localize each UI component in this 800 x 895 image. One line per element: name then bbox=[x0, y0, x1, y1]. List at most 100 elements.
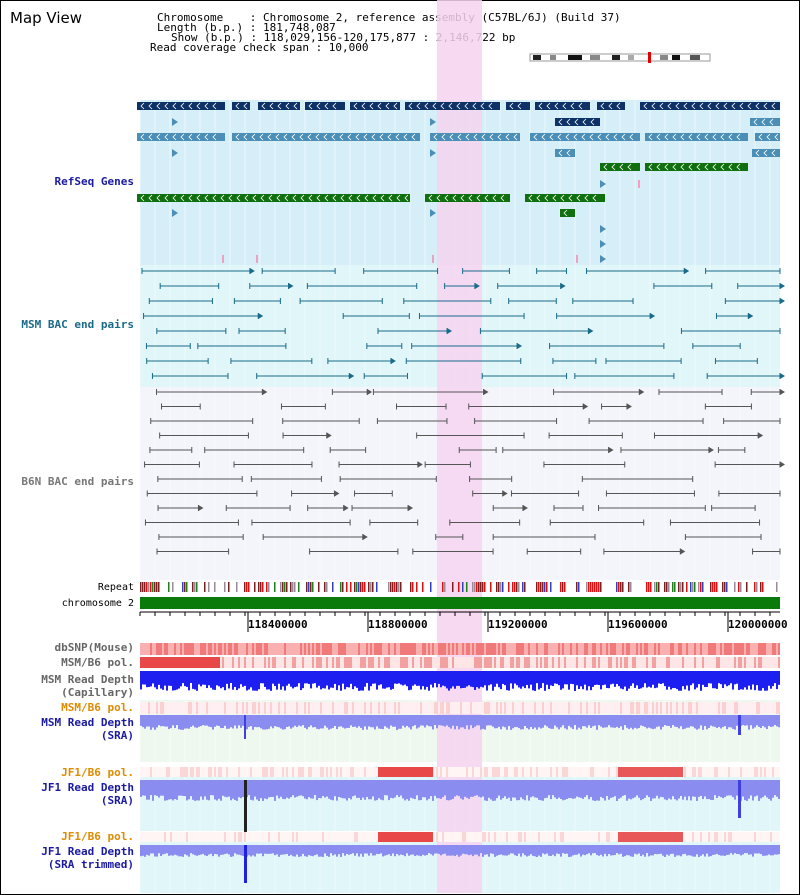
msm-cap-depth-bar bbox=[636, 671, 638, 686]
jf1-sra-depth-bar bbox=[146, 780, 148, 800]
msm-pol-cell bbox=[710, 657, 712, 668]
msm-cap-depth-bar bbox=[580, 671, 582, 687]
jf1-sra-depth-bar bbox=[298, 780, 300, 796]
jf1-trim-depth-bar bbox=[352, 845, 354, 854]
jf1-sra-depth-bar bbox=[416, 780, 418, 796]
jf1-trim-depth-bar bbox=[160, 845, 162, 857]
msm-pol2-cell bbox=[222, 702, 224, 714]
msm-sra-depth-bar bbox=[556, 715, 558, 728]
msm-sra-depth-bar bbox=[760, 715, 762, 729]
jf1-pol-cell bbox=[456, 767, 458, 777]
jf1-sra-depth-bar bbox=[290, 780, 292, 798]
dbsnp-cell bbox=[290, 643, 292, 655]
gene-arrow bbox=[156, 194, 161, 202]
msm-pol-cell bbox=[268, 657, 270, 668]
dbsnp-cell bbox=[480, 643, 482, 655]
jf1-pol2-cell bbox=[292, 832, 294, 842]
jf1-pol2-cell bbox=[692, 832, 694, 842]
jf1-pol-cell bbox=[504, 767, 506, 777]
msm-cap-depth-bar bbox=[764, 671, 766, 691]
dbsnp-cell bbox=[216, 643, 218, 655]
dbsnp-cell bbox=[456, 643, 458, 655]
dbsnp-cell bbox=[530, 643, 532, 655]
msm-pol-cell bbox=[354, 657, 356, 668]
jf1-pol2-cell bbox=[468, 832, 470, 842]
repeat-mark bbox=[158, 582, 160, 592]
msm-cap-depth-bar bbox=[522, 671, 524, 687]
msm-pol2-cell bbox=[424, 702, 426, 714]
msm-pol-cell bbox=[500, 657, 502, 668]
msm-cap-depth-bar bbox=[198, 671, 200, 685]
jf1-sra-depth-bar bbox=[530, 780, 532, 798]
msm-pol-cell bbox=[472, 657, 474, 668]
msm-sra-depth-bar bbox=[228, 715, 230, 729]
msm-pol2-cell bbox=[460, 702, 462, 714]
jf1-trim-depth-bar bbox=[188, 845, 190, 857]
msm-pol2-cell bbox=[352, 702, 354, 714]
repeat-mark bbox=[244, 582, 246, 592]
jf1-trim-depth-bar bbox=[740, 845, 742, 856]
msm-sra-depth-bar bbox=[680, 715, 682, 727]
dbsnp-cell bbox=[682, 643, 684, 655]
jf1-trim-depth-bar bbox=[472, 845, 474, 857]
repeat-mark bbox=[518, 582, 520, 592]
dbsnp-cell bbox=[478, 643, 480, 655]
jf1-pol-cell bbox=[722, 767, 724, 777]
jf1-pol2-cell bbox=[592, 832, 594, 842]
msm-sra-depth-bar bbox=[534, 715, 536, 728]
ideogram-band bbox=[672, 55, 680, 60]
jf1-pol2-cell bbox=[434, 832, 436, 842]
msm-cap-depth-bar bbox=[256, 671, 258, 691]
dbsnp-cell bbox=[368, 643, 370, 655]
msm-sra-depth-bar bbox=[564, 715, 566, 729]
gene-arrow bbox=[481, 133, 486, 141]
jf1-pol2-cell bbox=[144, 832, 146, 842]
gene-arrow bbox=[164, 133, 169, 141]
msm-sra-depth-bar bbox=[638, 715, 640, 729]
jf1-sra-depth-bar bbox=[220, 780, 222, 801]
repeat-mark bbox=[578, 582, 580, 592]
jf1-trim-depth-bar bbox=[688, 845, 690, 856]
msm-pol2-cell bbox=[190, 702, 192, 714]
msm-cap-depth-bar bbox=[166, 671, 168, 691]
msm-pol-cell bbox=[724, 657, 726, 668]
jf1-trim-depth-bar bbox=[712, 845, 714, 855]
jf1-pol2-cell bbox=[358, 832, 360, 842]
jf1-pol-cell bbox=[686, 767, 688, 777]
jf1-pol-cell bbox=[178, 767, 180, 777]
jf1-sra-depth-bar bbox=[430, 780, 432, 797]
gene-arrow bbox=[356, 194, 361, 202]
jf1-trim-depth-bar bbox=[624, 845, 626, 857]
jf1-sra-depth-bar bbox=[288, 780, 290, 799]
msm-sra-depth-bar bbox=[594, 715, 596, 726]
msm-pol-cell bbox=[750, 657, 752, 668]
jf1-trim-depth-bar bbox=[644, 845, 646, 857]
jf1-trim-depth-bar bbox=[140, 845, 142, 857]
jf1-sra-depth-bar bbox=[580, 780, 582, 798]
dbsnp-cell bbox=[248, 643, 250, 655]
msm-pol-cell bbox=[240, 657, 242, 668]
msm-cap-depth-bar bbox=[172, 671, 174, 691]
gene-arrow bbox=[456, 102, 461, 110]
msm-pol-cell bbox=[718, 657, 720, 668]
jf1-sra-depth-bar bbox=[438, 780, 440, 799]
msm-pol-cell bbox=[654, 657, 656, 668]
dbsnp-cell bbox=[164, 643, 166, 655]
jf1-trim-depth-bar bbox=[682, 845, 684, 855]
jf1-sra-depth-bar bbox=[682, 780, 684, 800]
msm-sra-depth-bar bbox=[146, 715, 148, 727]
msm-sra-depth-bar bbox=[686, 715, 688, 728]
msm-sra-depth-bar bbox=[336, 715, 338, 730]
jf1-pol-cell bbox=[210, 767, 212, 777]
dbsnp-cell bbox=[152, 643, 154, 655]
msm-cap-depth-bar bbox=[392, 671, 394, 689]
msm-cap-depth-bar bbox=[434, 671, 436, 684]
msm-cap-depth-bar bbox=[524, 671, 526, 689]
msm-pol-cell bbox=[266, 657, 268, 668]
gene-arrow bbox=[252, 194, 257, 202]
dbsnp-cell bbox=[262, 643, 264, 655]
msm-pol2-cell bbox=[148, 702, 150, 714]
msm-sra-depth-bar bbox=[300, 715, 302, 727]
msm-pol2-cell bbox=[776, 702, 778, 714]
